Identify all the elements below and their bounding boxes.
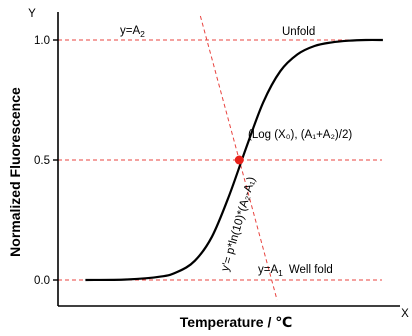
midpoint-marker bbox=[234, 155, 244, 165]
label-midpoint: (Log (X₀), (A₁+A₂)/2) bbox=[248, 129, 352, 141]
label-unfold: Unfold bbox=[282, 26, 315, 38]
reference-lines bbox=[58, 39, 382, 281]
label-y-a1-well-fold: y=A1 Well fold bbox=[258, 264, 333, 278]
x-axis-letter: X bbox=[401, 308, 409, 320]
sigmoid-curve bbox=[85, 38, 383, 282]
label-y-a2: y=A2 bbox=[120, 25, 145, 39]
y-ticks: 0.0 0.5 1.0 bbox=[34, 35, 58, 287]
y-tick-label-1: 0.5 bbox=[34, 155, 50, 167]
label-tangent-equation: y'= p*ln(10)*(A₂-A₁) bbox=[219, 175, 258, 272]
y-tick-label-0: 0.0 bbox=[34, 275, 50, 287]
x-axis-title: Temperature / ℃ bbox=[180, 314, 292, 330]
y-axis-title: Normalized Fluorescence bbox=[7, 87, 23, 257]
y-axis-letter: Y bbox=[28, 8, 36, 20]
y-tick-label-2: 1.0 bbox=[34, 35, 50, 47]
